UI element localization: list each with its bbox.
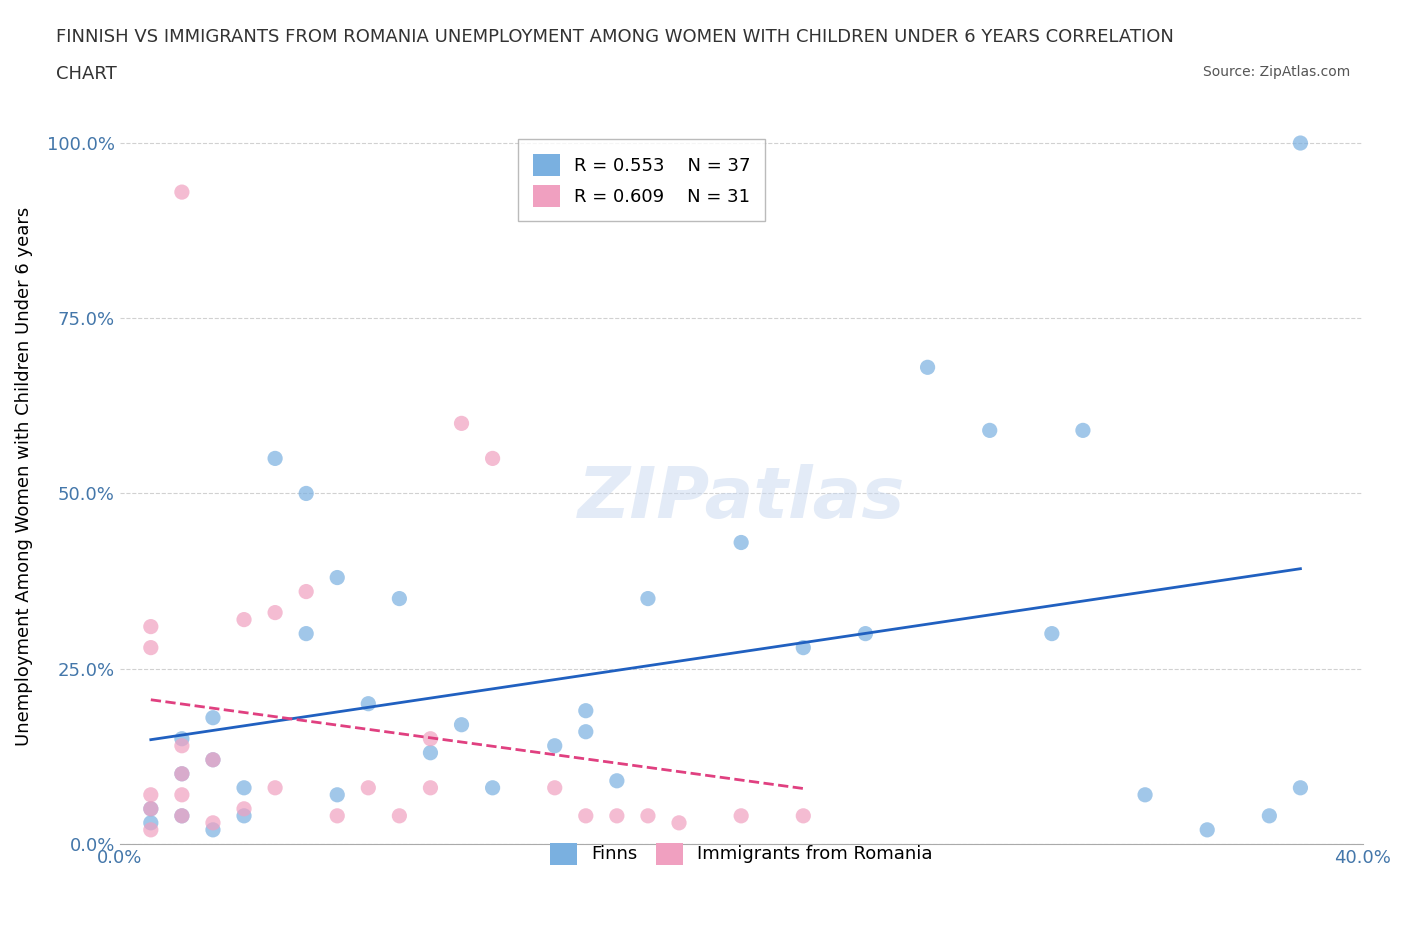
Text: CHART: CHART [56,65,117,83]
Point [326,788,349,803]
Point [264,605,287,620]
Point [201,822,224,837]
Legend: Finns, Immigrants from Romania: Finns, Immigrants from Romania [536,828,948,879]
Point [201,711,224,725]
Point [419,731,441,746]
Point [139,619,162,634]
Point [233,808,256,823]
Point [1197,822,1219,837]
Point [139,802,162,817]
Point [1289,780,1312,795]
Point [326,570,349,585]
Point [264,780,287,795]
Point [170,766,193,781]
Point [170,185,193,200]
Point [201,816,224,830]
Point [575,724,598,739]
Text: ZIPatlas: ZIPatlas [578,463,905,533]
Point [139,640,162,655]
Point [388,591,411,606]
Point [544,780,567,795]
Point [201,752,224,767]
Point [668,816,690,830]
Point [419,780,441,795]
Point [170,766,193,781]
Point [481,780,503,795]
Text: FINNISH VS IMMIGRANTS FROM ROMANIA UNEMPLOYMENT AMONG WOMEN WITH CHILDREN UNDER : FINNISH VS IMMIGRANTS FROM ROMANIA UNEMP… [56,28,1174,46]
Point [139,822,162,837]
Point [575,703,598,718]
Point [295,486,318,501]
Point [170,731,193,746]
Point [917,360,939,375]
Point [295,584,318,599]
Point [170,788,193,803]
Point [139,802,162,817]
Point [637,808,659,823]
Point [792,808,814,823]
Point [606,808,628,823]
Point [357,697,380,711]
Point [170,738,193,753]
Point [450,717,472,732]
Point [295,626,318,641]
Point [792,640,814,655]
Point [1040,626,1063,641]
Point [450,416,472,431]
Point [637,591,659,606]
Point [326,808,349,823]
Point [170,808,193,823]
Point [979,423,1001,438]
Point [201,752,224,767]
Y-axis label: Unemployment Among Women with Children Under 6 years: Unemployment Among Women with Children U… [15,206,32,746]
Point [1133,788,1156,803]
Point [139,816,162,830]
Point [730,535,752,550]
Point [606,774,628,789]
Point [233,802,256,817]
Point [1258,808,1281,823]
Point [139,788,162,803]
Point [264,451,287,466]
Point [233,612,256,627]
Point [233,780,256,795]
Point [481,451,503,466]
Point [1289,136,1312,151]
Point [575,808,598,823]
Point [170,808,193,823]
Point [855,626,877,641]
Point [357,780,380,795]
Point [1071,423,1094,438]
Point [419,745,441,760]
Point [544,738,567,753]
Text: Source: ZipAtlas.com: Source: ZipAtlas.com [1202,65,1350,79]
Point [730,808,752,823]
Point [388,808,411,823]
